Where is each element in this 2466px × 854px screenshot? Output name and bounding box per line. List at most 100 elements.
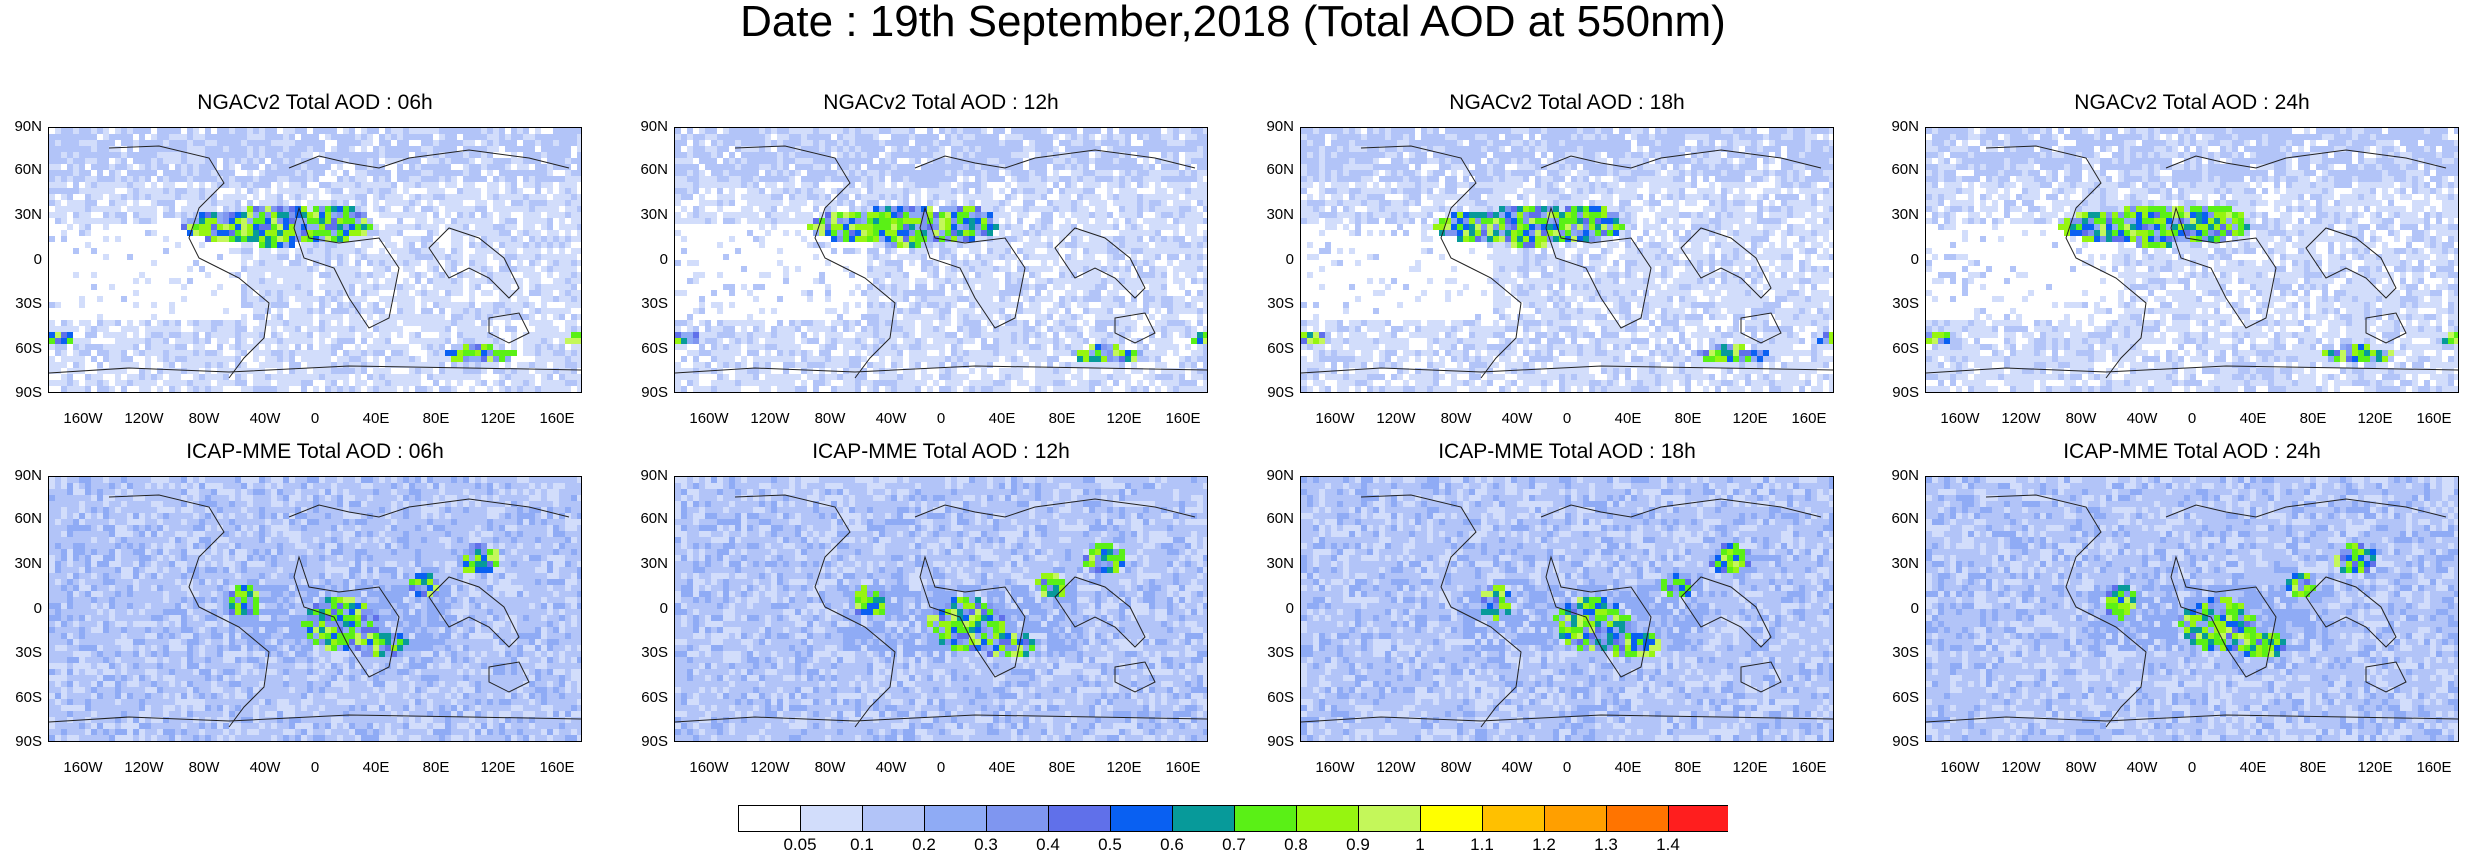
- lat-tick-label: 30N: [1254, 207, 1294, 223]
- lon-tick-label: 40E: [346, 411, 406, 427]
- lat-tick-label: 60S: [1254, 690, 1294, 706]
- lat-tick-label: 30S: [628, 645, 668, 661]
- lon-tick-label: 160E: [2404, 760, 2464, 776]
- lon-tick-label: 120E: [1720, 411, 1780, 427]
- lat-tick-label: 90S: [1254, 385, 1294, 401]
- lon-tick-label: 0: [911, 411, 971, 427]
- lon-tick-label: 80E: [1658, 411, 1718, 427]
- lon-tick-label: 40E: [2223, 411, 2283, 427]
- colorbar-box: [1420, 805, 1483, 832]
- lon-tick-label: 160W: [1305, 411, 1365, 427]
- aod-map: [48, 476, 582, 742]
- lon-tick-label: 40W: [2112, 411, 2172, 427]
- colorbar-box: [1668, 805, 1728, 832]
- colorbar-box: [1110, 805, 1173, 832]
- aod-field: [675, 477, 1207, 741]
- lat-tick-label: 60S: [2, 341, 42, 357]
- panel-title: ICAP-MME Total AOD : 06h: [35, 441, 595, 463]
- lat-tick-label: 90S: [2, 734, 42, 750]
- lat-tick-label: 90S: [628, 385, 668, 401]
- lon-tick-label: 160W: [53, 411, 113, 427]
- aod-map: [1300, 127, 1834, 393]
- lon-tick-label: 120W: [740, 411, 800, 427]
- lat-tick-label: 60S: [628, 690, 668, 706]
- lat-tick-label: 30S: [2, 296, 42, 312]
- aod-field: [1301, 477, 1833, 741]
- lat-tick-label: 60N: [628, 162, 668, 178]
- colorbar-box: [1482, 805, 1545, 832]
- lon-tick-label: 120E: [2345, 760, 2405, 776]
- lon-tick-label: 40E: [972, 411, 1032, 427]
- lat-tick-label: 60N: [1879, 511, 1919, 527]
- lat-tick-label: 90S: [2, 385, 42, 401]
- aod-map: [1925, 476, 2459, 742]
- panel-title: ICAP-MME Total AOD : 24h: [1912, 441, 2466, 463]
- lat-tick-label: 90N: [2, 468, 42, 484]
- aod-field: [675, 128, 1207, 392]
- panel-title: NGACv2 Total AOD : 18h: [1287, 92, 1847, 114]
- lon-tick-label: 80W: [800, 760, 860, 776]
- panel-title: NGACv2 Total AOD : 24h: [1912, 92, 2466, 114]
- lon-tick-label: 40E: [972, 760, 1032, 776]
- lon-tick-label: 160W: [1930, 760, 1990, 776]
- lon-tick-label: 80W: [174, 411, 234, 427]
- lon-tick-label: 40E: [2223, 760, 2283, 776]
- lon-tick-label: 80E: [406, 760, 466, 776]
- colorbar-tick-label: 1.1: [1462, 836, 1502, 854]
- colorbar-box: [738, 805, 801, 832]
- lat-tick-label: 30N: [1254, 556, 1294, 572]
- lon-tick-label: 120W: [1366, 760, 1426, 776]
- aod-map: [48, 127, 582, 393]
- colorbar-tick-label: 0.9: [1338, 836, 1378, 854]
- lat-tick-label: 60S: [1254, 341, 1294, 357]
- colorbar-tick-label: 0.4: [1028, 836, 1068, 854]
- colorbar-tick-label: 1.4: [1648, 836, 1688, 854]
- lat-tick-label: 90N: [2, 119, 42, 135]
- lon-tick-label: 80E: [1032, 760, 1092, 776]
- aod-field: [49, 477, 581, 741]
- lon-tick-label: 120W: [1991, 411, 2051, 427]
- lon-tick-label: 160E: [1153, 411, 1213, 427]
- colorbar-box: [924, 805, 987, 832]
- lat-tick-label: 0: [1879, 252, 1919, 268]
- lat-tick-label: 30S: [628, 296, 668, 312]
- lat-tick-label: 90N: [1879, 119, 1919, 135]
- lat-tick-label: 30N: [2, 207, 42, 223]
- aod-field: [49, 128, 581, 392]
- lon-tick-label: 160E: [2404, 411, 2464, 427]
- lat-tick-label: 0: [1254, 252, 1294, 268]
- lon-tick-label: 120E: [468, 411, 528, 427]
- colorbar-box: [1296, 805, 1359, 832]
- lat-tick-label: 30N: [1879, 556, 1919, 572]
- colorbar-tick-label: 0.1: [842, 836, 882, 854]
- lon-tick-label: 40W: [235, 411, 295, 427]
- lat-tick-label: 90N: [628, 468, 668, 484]
- colorbar-tick-label: 1.2: [1524, 836, 1564, 854]
- lon-tick-label: 120W: [114, 411, 174, 427]
- colorbar: [738, 805, 1728, 832]
- lon-tick-label: 40W: [1487, 411, 1547, 427]
- colorbar-box: [1544, 805, 1607, 832]
- lon-tick-label: 160E: [1779, 760, 1839, 776]
- colorbar-box: [986, 805, 1049, 832]
- lon-tick-label: 80W: [800, 411, 860, 427]
- lon-tick-label: 80W: [174, 760, 234, 776]
- lat-tick-label: 60N: [2, 511, 42, 527]
- colorbar-tick-label: 0.6: [1152, 836, 1192, 854]
- lon-tick-label: 80E: [2283, 411, 2343, 427]
- lon-tick-label: 40W: [1487, 760, 1547, 776]
- colorbar-tick-label: 0.3: [966, 836, 1006, 854]
- lat-tick-label: 90N: [1254, 468, 1294, 484]
- lon-tick-label: 160W: [1930, 411, 1990, 427]
- lat-tick-label: 90N: [628, 119, 668, 135]
- lon-tick-label: 80W: [2051, 760, 2111, 776]
- colorbar-box: [1048, 805, 1111, 832]
- lon-tick-label: 120W: [740, 760, 800, 776]
- lat-tick-label: 60N: [1879, 162, 1919, 178]
- lon-tick-label: 160W: [1305, 760, 1365, 776]
- colorbar-box: [1234, 805, 1297, 832]
- lon-tick-label: 0: [2162, 411, 2222, 427]
- lat-tick-label: 0: [2, 252, 42, 268]
- lat-tick-label: 30S: [1254, 645, 1294, 661]
- lat-tick-label: 90S: [1879, 385, 1919, 401]
